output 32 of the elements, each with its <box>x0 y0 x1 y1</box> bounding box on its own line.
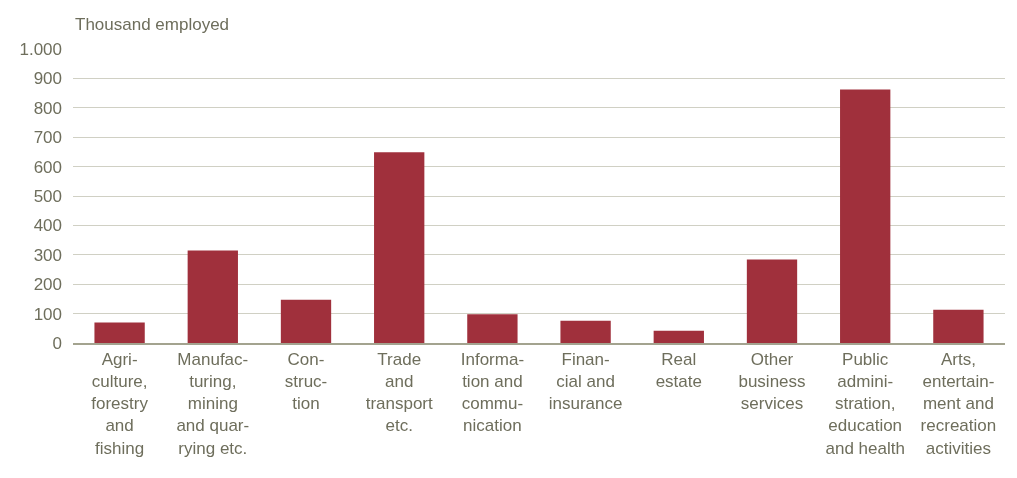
bar <box>374 152 425 343</box>
bar <box>653 330 704 343</box>
bar <box>467 314 518 343</box>
y-axis-title: Thousand employed <box>75 15 230 34</box>
x-tick-label: Agri- culture, forestry and fishing <box>91 350 149 458</box>
x-tick-label: Arts, entertain- ment and recreation activities <box>920 350 997 458</box>
x-tick-label: Finan- cial and insurance <box>548 350 623 414</box>
bar <box>746 259 798 343</box>
y-tick-label: 800 <box>33 98 62 118</box>
x-tick-label: Informa- tion and commu- nication <box>460 350 525 436</box>
y-tick-label: 100 <box>33 304 62 324</box>
x-tick-label: Real estate <box>655 350 702 392</box>
y-tick-label: 700 <box>33 128 62 148</box>
y-tick-label: 400 <box>33 216 62 236</box>
bar <box>94 322 145 343</box>
x-tick-label: Other business services <box>738 350 806 414</box>
bar <box>933 309 984 343</box>
bar <box>840 89 891 343</box>
y-tick-label: 200 <box>33 275 62 295</box>
y-tick-label: 1.000 <box>19 39 62 59</box>
bar <box>280 299 332 343</box>
x-tick-label: Manufac- turing, mining and quar- rying etc. <box>176 350 250 458</box>
x-tick-label: Public admini- stration, education and health <box>825 350 905 458</box>
y-tick-label: 0 <box>52 333 62 353</box>
bar <box>187 250 238 343</box>
x-tick-label: Trade and transport etc. <box>365 350 434 436</box>
y-tick-label: 500 <box>33 186 62 206</box>
y-tick-label: 300 <box>33 245 62 265</box>
bar <box>560 320 611 343</box>
y-tick-label: 900 <box>33 69 62 89</box>
y-tick-label: 600 <box>33 157 62 177</box>
x-tick-label: Con- struc- tion <box>284 350 328 414</box>
